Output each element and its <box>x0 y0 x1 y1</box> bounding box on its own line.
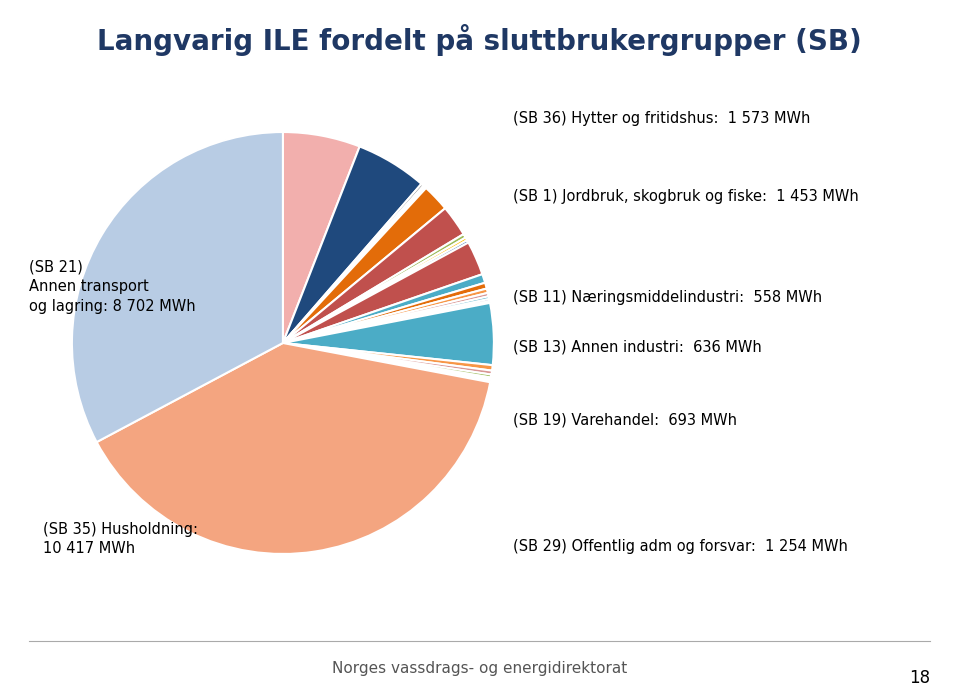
Text: (SB 1) Jordbruk, skogbruk og fiske:  1 453 MWh: (SB 1) Jordbruk, skogbruk og fiske: 1 45… <box>513 188 859 204</box>
Wedge shape <box>283 208 463 343</box>
Wedge shape <box>283 301 490 343</box>
Wedge shape <box>283 343 491 379</box>
Wedge shape <box>283 343 491 381</box>
Text: (SB 19) Varehandel:  693 MWh: (SB 19) Varehandel: 693 MWh <box>513 412 737 428</box>
Wedge shape <box>283 288 488 343</box>
Wedge shape <box>283 184 424 343</box>
Wedge shape <box>283 132 360 343</box>
Wedge shape <box>283 186 425 343</box>
Wedge shape <box>283 237 467 343</box>
Text: Norges vassdrags- og energidirektorat: Norges vassdrags- og energidirektorat <box>332 661 627 676</box>
Text: (SB 35) Husholdning:
10 417 MWh: (SB 35) Husholdning: 10 417 MWh <box>43 522 199 556</box>
Text: (SB 13) Annen industri:  636 MWh: (SB 13) Annen industri: 636 MWh <box>513 339 761 354</box>
Wedge shape <box>283 234 466 343</box>
Wedge shape <box>283 274 485 343</box>
Wedge shape <box>283 283 487 343</box>
Text: (SB 11) Næringsmiddelindustri:  558 MWh: (SB 11) Næringsmiddelindustri: 558 MWh <box>513 290 822 305</box>
Wedge shape <box>283 299 490 343</box>
Wedge shape <box>72 132 283 442</box>
Text: (SB 36) Hytter og fritidshus:  1 573 MWh: (SB 36) Hytter og fritidshus: 1 573 MWh <box>513 111 810 127</box>
Wedge shape <box>283 303 494 365</box>
Wedge shape <box>283 296 489 343</box>
Wedge shape <box>283 293 489 343</box>
Wedge shape <box>283 187 426 343</box>
Wedge shape <box>283 188 445 343</box>
Text: (SB 21)
Annen transport
og lagring: 8 702 MWh: (SB 21) Annen transport og lagring: 8 70… <box>29 260 196 314</box>
Text: Langvarig ILE fordelt på sluttbrukergrupper (SB): Langvarig ILE fordelt på sluttbrukergrup… <box>97 25 862 57</box>
Wedge shape <box>97 343 490 554</box>
Wedge shape <box>283 146 421 343</box>
Wedge shape <box>283 243 482 343</box>
Wedge shape <box>283 343 492 377</box>
Text: (SB 29) Offentlig adm og forsvar:  1 254 MWh: (SB 29) Offentlig adm og forsvar: 1 254 … <box>513 538 848 554</box>
Wedge shape <box>283 343 490 382</box>
Wedge shape <box>283 343 492 374</box>
Wedge shape <box>283 343 493 371</box>
Text: 18: 18 <box>909 669 930 687</box>
Wedge shape <box>283 240 468 343</box>
